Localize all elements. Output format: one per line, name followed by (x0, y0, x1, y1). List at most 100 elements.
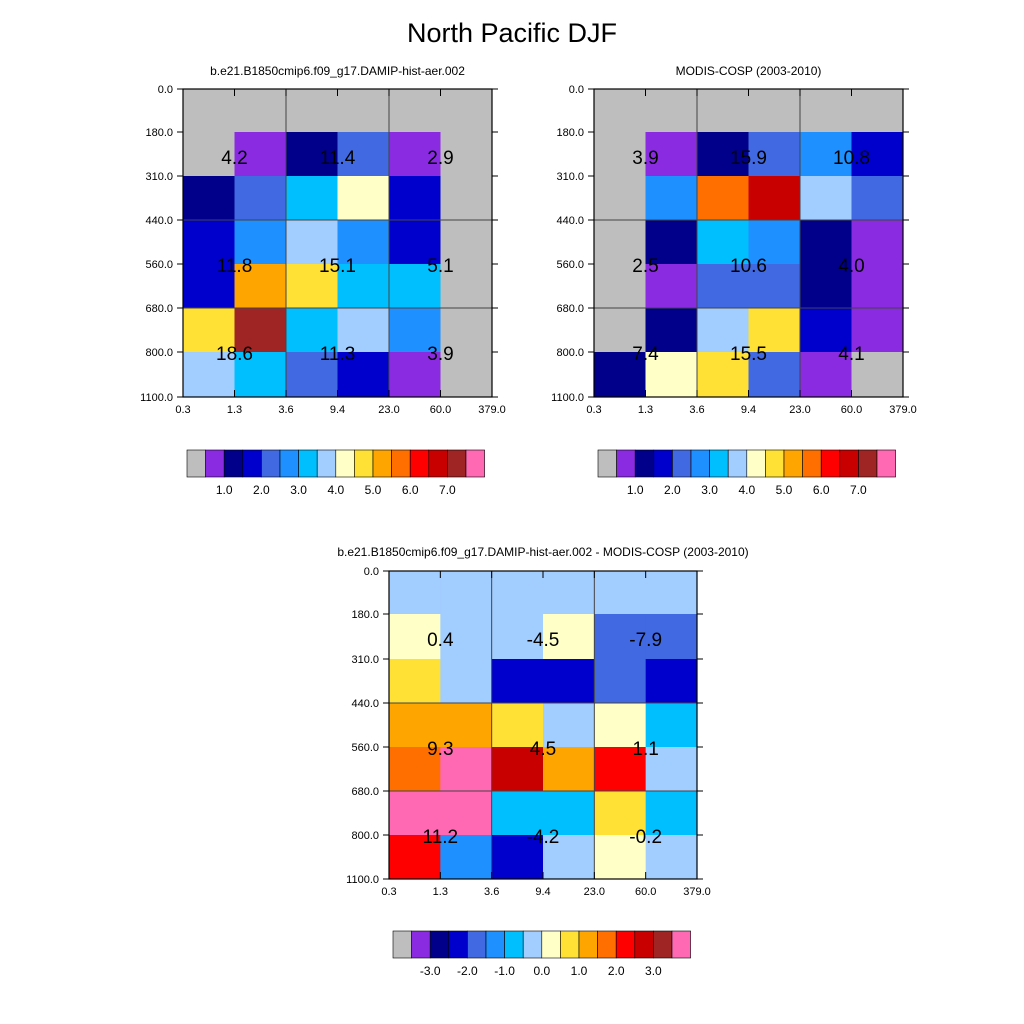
heatmap-cell (594, 791, 647, 836)
cell-value-label: 4.5 (530, 739, 556, 760)
heatmap-cell (440, 791, 493, 836)
heatmap-cell (183, 89, 235, 133)
cell-value-label: 15.5 (730, 344, 767, 365)
heatmap-cell (183, 132, 235, 177)
heatmap-cell (234, 264, 287, 309)
x-tick-label: 23.0 (584, 886, 605, 898)
heatmap-cell (389, 571, 441, 615)
heatmap-cell (800, 308, 852, 353)
y-tick-label: 440.0 (351, 698, 379, 710)
heatmap-cell (440, 352, 493, 398)
colorbar-label: -3.0 (420, 964, 441, 978)
heatmap-cell (183, 176, 235, 221)
colorbar-box (578, 930, 598, 959)
heatmap-cell (337, 264, 390, 309)
colorbar-label: 3.0 (290, 483, 307, 497)
cell-value-label: 3.9 (632, 148, 658, 169)
cell-value-label: 15.9 (730, 148, 767, 169)
colorbar-label: 6.0 (813, 483, 830, 497)
heatmap-cell (697, 220, 749, 265)
x-tick-label: 1.3 (638, 404, 653, 416)
colorbar-label: 4.0 (327, 483, 344, 497)
heatmap-cell (183, 352, 235, 398)
x-tick-label: 9.4 (741, 404, 756, 416)
y-tick-label: 440.0 (556, 215, 584, 227)
y-tick-label: 0.0 (364, 566, 379, 578)
colorbar-label: 5.0 (776, 483, 793, 497)
heatmap-cell (440, 264, 493, 309)
heatmap-cell (491, 791, 544, 836)
cell-value-label: 15.1 (319, 256, 356, 277)
heatmap-cell (697, 352, 749, 398)
cell-value-label: 11.4 (320, 148, 356, 169)
heatmap-cell (645, 571, 698, 615)
heatmap-cell (337, 176, 390, 221)
heatmap-cell (389, 791, 441, 836)
heatmap-cell (389, 352, 441, 398)
y-tick-label: 310.0 (351, 654, 379, 666)
heatmap-cell (697, 308, 749, 353)
y-tick-label: 560.0 (351, 742, 379, 754)
heatmap-cell (286, 264, 338, 309)
heatmap-cell (183, 220, 235, 265)
heatmap-cell (645, 308, 698, 353)
heatmap-cell (594, 571, 647, 615)
heatmap-cell (440, 571, 493, 615)
x-tick-label: 60.0 (635, 886, 656, 898)
colorbar-label: 2.0 (253, 483, 270, 497)
heatmap-cell (697, 89, 749, 133)
heatmap-cell (440, 132, 493, 177)
heatmap-cell (851, 176, 904, 221)
colorbar-label: 5.0 (365, 483, 382, 497)
x-tick-label: 1.3 (227, 404, 242, 416)
heatmap-cell (594, 835, 647, 880)
heatmap-cell (594, 747, 647, 792)
heatmap-cell (800, 352, 852, 398)
colorbar-box (653, 930, 673, 959)
heatmap-cell (645, 835, 698, 880)
y-tick-label: 0.0 (569, 84, 584, 96)
x-tick-label: 0.3 (381, 886, 396, 898)
heatmap-cell (389, 308, 441, 353)
heatmap-cell (645, 791, 698, 836)
heatmap-cell (286, 308, 338, 353)
cell-value-label: -4.5 (527, 630, 560, 651)
heatmap-cell (851, 89, 904, 133)
cell-value-label: 4.2 (221, 148, 247, 169)
heatmap-cell (389, 132, 441, 177)
cell-value-label: -4.2 (527, 827, 560, 848)
y-tick-label: 180.0 (145, 127, 173, 139)
heatmap-cell (234, 176, 287, 221)
heatmap-cell (440, 659, 493, 704)
heatmap-cell (645, 264, 698, 309)
colorbar-label: 3.0 (645, 964, 662, 978)
heatmap-cell (286, 220, 338, 265)
page-title: North Pacific DJF (406, 18, 618, 48)
heatmap-cell (286, 132, 338, 177)
x-tick-label: 379.0 (889, 404, 917, 416)
cell-value-label: 5.1 (427, 256, 453, 277)
heatmap-cell (234, 308, 287, 353)
chart-title: b.e21.B1850cmip6.f09_g17.DAMIP-hist-aer.… (210, 64, 465, 78)
colorbar-box (485, 930, 505, 959)
x-tick-label: 3.6 (278, 404, 293, 416)
cell-value-label: 11.3 (320, 344, 356, 365)
heatmap-cell (491, 571, 544, 615)
heatmap-cell (543, 835, 595, 880)
y-tick-label: 680.0 (556, 303, 584, 315)
y-tick-label: 1100.0 (346, 874, 379, 886)
y-tick-label: 560.0 (145, 259, 173, 271)
x-tick-label: 3.6 (484, 886, 499, 898)
y-tick-label: 680.0 (351, 786, 379, 798)
heatmap-cell (183, 308, 235, 353)
colorbar-label: 2.0 (608, 964, 625, 978)
heatmap-cell (697, 132, 749, 177)
colorbar-box (634, 930, 654, 959)
heatmap-cell (337, 132, 390, 177)
heatmap-cell (234, 220, 287, 265)
heatmap-cell (389, 220, 441, 265)
x-tick-label: 379.0 (683, 886, 711, 898)
cell-value-label: 1.1 (632, 739, 658, 760)
heatmap-cell (594, 264, 646, 309)
